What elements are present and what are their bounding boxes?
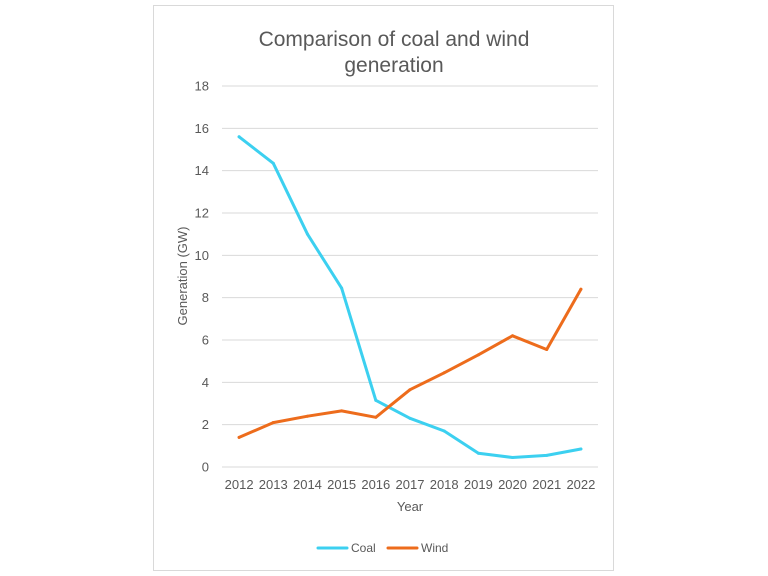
legend-label-coal: Coal (351, 541, 376, 555)
x-tick-label: 2013 (259, 477, 288, 492)
y-tick-label: 2 (202, 417, 209, 432)
data-point-wind (476, 353, 480, 357)
data-point-wind (374, 415, 378, 419)
x-tick-label: 2017 (396, 477, 425, 492)
x-tick-label: 2016 (361, 477, 390, 492)
y-tick-label: 18 (195, 79, 209, 94)
x-tick-label: 2019 (464, 477, 493, 492)
y-tick-label: 16 (195, 121, 209, 136)
series-lines (237, 135, 583, 459)
data-point-coal (271, 161, 275, 165)
y-tick-label: 12 (195, 206, 209, 221)
y-axis-ticks: 0 2 4 6 8 10 12 14 16 18 (195, 79, 209, 475)
chart-frame (153, 5, 614, 571)
legend-label-wind: Wind (421, 541, 448, 555)
x-tick-label: 2020 (498, 477, 527, 492)
x-axis-title: Year (397, 499, 424, 514)
y-tick-label: 8 (202, 290, 209, 305)
data-point-coal (237, 135, 241, 139)
series-line-wind (237, 287, 583, 439)
data-point-coal (374, 398, 378, 402)
x-tick-label: 2022 (566, 477, 595, 492)
data-point-wind (305, 414, 309, 418)
data-point-coal (442, 429, 446, 433)
series-line-coal (237, 135, 583, 459)
y-tick-label: 4 (202, 375, 209, 390)
y-tick-label: 0 (202, 460, 209, 475)
data-point-coal (579, 447, 583, 451)
x-tick-label: 2021 (532, 477, 561, 492)
data-point-coal (408, 416, 412, 420)
x-tick-label: 2014 (293, 477, 322, 492)
data-point-wind (579, 287, 583, 291)
data-point-wind (237, 435, 241, 439)
legend: Coal Wind (316, 541, 448, 555)
data-point-coal (305, 232, 309, 236)
data-point-coal (545, 453, 549, 457)
x-axis-ticks: 2012 2013 2014 2015 2016 2017 2018 2019 2020 2021… (225, 477, 596, 492)
data-point-wind (442, 371, 446, 375)
x-tick-label: 2012 (225, 477, 254, 492)
data-point-wind (408, 388, 412, 392)
data-point-coal (476, 451, 480, 455)
x-tick-label: 2015 (327, 477, 356, 492)
data-point-wind (511, 334, 515, 338)
y-tick-label: 14 (195, 163, 209, 178)
data-point-wind (545, 348, 549, 352)
data-point-coal (340, 286, 344, 290)
x-tick-label: 2018 (430, 477, 459, 492)
y-tick-label: 10 (195, 248, 209, 263)
y-axis-title: Generation (GW) (175, 227, 190, 326)
data-point-coal (511, 455, 515, 459)
data-point-wind (271, 421, 275, 425)
y-tick-label: 6 (202, 333, 209, 348)
data-point-wind (340, 409, 344, 413)
chart-title-line-1: Comparison of coal and wind (259, 28, 530, 51)
chart-title-line-2: generation (344, 54, 443, 77)
gridlines (222, 85, 598, 468)
